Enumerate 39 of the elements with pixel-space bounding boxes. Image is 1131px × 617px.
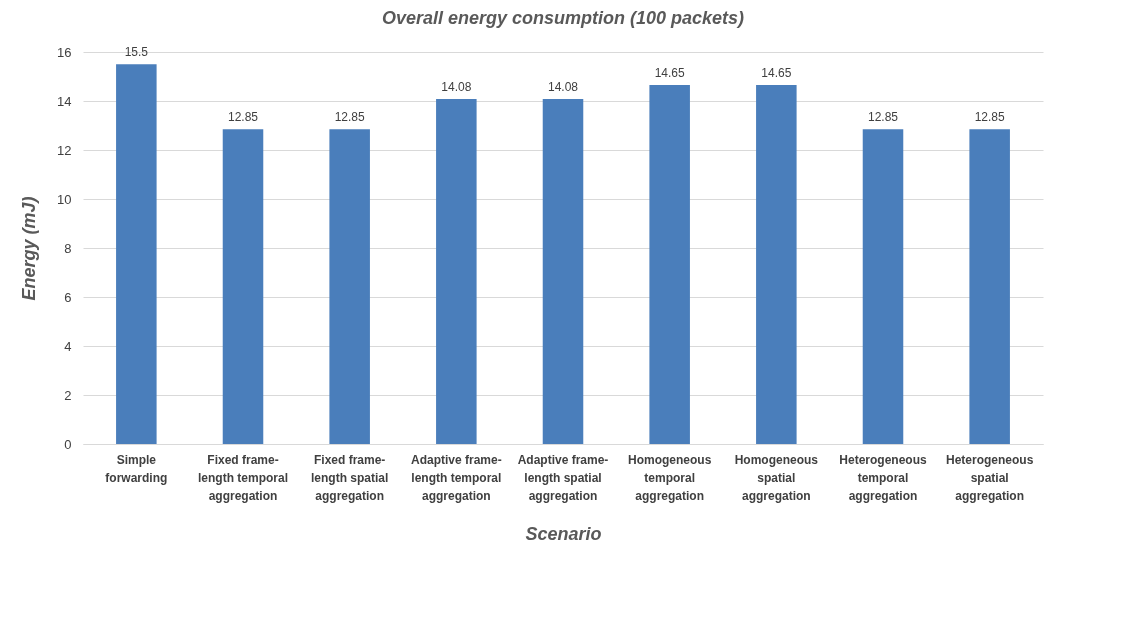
- x-axis-title: Scenario: [525, 523, 602, 544]
- y-tick-label: 8: [64, 240, 72, 256]
- y-tick-label: 2: [64, 387, 72, 403]
- y-tick-label: 10: [57, 191, 72, 207]
- y-tick-label: 0: [64, 436, 72, 452]
- y-tick-label: 14: [57, 93, 72, 109]
- data-label: 12.85: [334, 110, 366, 125]
- bar: [756, 85, 797, 444]
- x-tick-label: Heterogeneous spatial aggregation: [945, 452, 1034, 503]
- data-label: 14.08: [441, 80, 472, 95]
- bar: [862, 129, 904, 444]
- x-tick-label: Heterogeneous temporal aggregation: [839, 452, 927, 503]
- bar: [116, 64, 157, 444]
- bar: [329, 129, 370, 444]
- data-label: 14.65: [654, 66, 686, 81]
- x-tick-label: Adaptive frame-length temporal aggregation: [410, 452, 502, 503]
- x-tick-label: Homogeneous temporal aggregation: [627, 452, 712, 503]
- data-label: 12.85: [867, 110, 899, 125]
- x-tick-label: Simple forwarding: [105, 452, 168, 485]
- bar: [222, 129, 264, 444]
- x-tick-label: Homogeneous spatial aggregation: [734, 452, 819, 503]
- bar: [649, 85, 690, 444]
- y-tick-label: 16: [57, 44, 72, 60]
- bar: [436, 99, 477, 444]
- data-label: 12.85: [974, 110, 1006, 125]
- y-tick-label: 4: [64, 338, 72, 354]
- y-tick-label: 6: [64, 289, 72, 305]
- x-tick-label: Fixed frame-length spatial aggregation: [310, 452, 389, 503]
- data-label: 12.85: [227, 110, 259, 125]
- y-axis-title: Energy (mJ): [19, 196, 40, 301]
- bar: [542, 99, 584, 444]
- x-tick-label: Adaptive frame-length spatial aggregation: [517, 452, 609, 503]
- data-label: 15.5: [124, 45, 149, 60]
- x-tick-label: Fixed frame-length temporal aggregation: [197, 452, 289, 503]
- chart-title: Overall energy consumption (100 packets): [381, 8, 745, 28]
- bar: [969, 129, 1010, 444]
- data-label: 14.08: [547, 80, 579, 95]
- y-tick-label: 12: [57, 142, 72, 158]
- data-label: 14.65: [761, 66, 792, 81]
